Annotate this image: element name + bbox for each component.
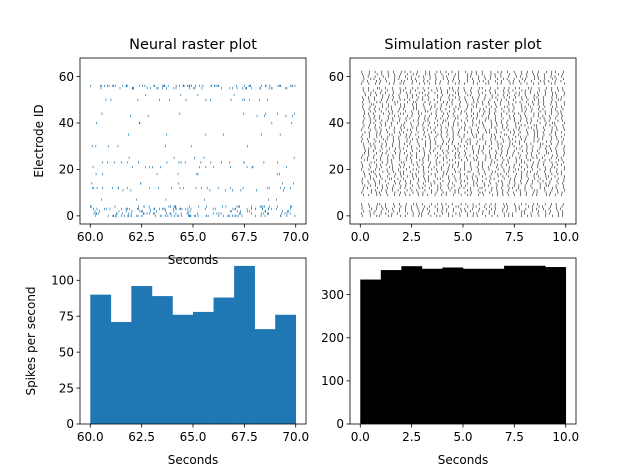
neural-raster-x-ticks: 60.0 62.5 65.0 67.5 70.0 [77,224,309,244]
neural-histogram-y-tick-label: 75 [59,309,74,323]
simulation-histogram-bar [360,279,382,424]
simulation-histogram-subplot: 0.0 2.5 5.0 7.5 10.0 0 100 200 300 Seconds [321,257,579,467]
neural-histogram-bar [110,321,132,424]
simulation-histogram-x-tick-label: 5.0 [453,430,472,444]
neural-histogram-x-tick-label: 60.0 [77,430,104,444]
simulation-histogram-y-tick-label: 100 [321,374,344,388]
neural-histogram-bar [193,311,214,424]
simulation-histogram-bar [524,265,546,424]
simulation-histogram-bars [360,265,567,424]
simulation-raster-x-ticks: 0.0 2.5 5.0 7.5 10.0 [351,224,579,244]
neural-raster-x-tick-label: 60.0 [77,230,104,244]
neural-raster-y-label: Electrode ID [32,104,46,177]
neural-histogram-y-tick-label: 25 [59,381,74,395]
neural-raster-x-tick-label: 62.5 [128,230,155,244]
simulation-raster-x-tick-label: 2.5 [402,230,421,244]
neural-histogram-y-ticks: 0 25 50 75 100 [51,273,80,431]
simulation-histogram-x-tick-label: 0.0 [351,430,370,444]
neural-histogram-y-tick-label: 50 [59,345,74,359]
simulation-histogram-x-tick-label: 10.0 [552,430,579,444]
neural-histogram-bar [90,294,112,424]
simulation-histogram-x-tick-label: 2.5 [402,430,421,444]
neural-histogram-y-tick-label: 100 [51,273,74,287]
neural-raster-x-tick-label: 70.0 [282,230,309,244]
simulation-raster-x-tick-label: 5.0 [453,230,472,244]
simulation-raster-y-tick-label: 40 [329,116,344,130]
neural-raster-x-tick-label: 65.0 [180,230,207,244]
simulation-histogram-y-tick-label: 300 [321,288,344,302]
neural-histogram-x-label: Seconds [168,453,218,467]
neural-raster-x-tick-label: 67.5 [231,230,258,244]
simulation-histogram-bar [401,266,423,424]
neural-raster-y-tick-label: 0 [66,209,74,223]
neural-histogram-x-ticks: 60.0 62.5 65.0 67.5 70.0 [77,424,309,444]
neural-histogram-bar [213,297,235,424]
simulation-histogram-bar [545,267,567,424]
neural-histogram-bar [131,286,153,424]
simulation-histogram-bar [442,267,464,424]
neural-raster-y-tick-label: 20 [59,163,74,177]
simulation-raster-x-tick-label: 10.0 [552,230,579,244]
neural-raster-title: Neural raster plot [129,37,257,53]
neural-raster-x-label: Seconds [168,253,218,267]
simulation-raster-subplot: Simulation raster plot 0.0 2.5 5.0 7.5 10.0 … [329,37,579,244]
neural-histogram-bar [172,314,194,424]
simulation-raster-frame [349,57,577,225]
simulation-histogram-x-tick-label: 7.5 [505,430,524,444]
neural-histogram-bar [151,296,173,424]
neural-histogram-bar [254,329,276,424]
neural-histogram-y-tick-label: 0 [66,417,74,431]
neural-raster-y-tick-label: 40 [59,116,74,130]
simulation-histogram-y-tick-label: 0 [336,417,344,431]
neural-raster-y-ticks: 0 20 40 60 [59,70,80,223]
simulation-histogram-y-tick-label: 200 [321,331,344,345]
simulation-raster-x-tick-label: 7.5 [505,230,524,244]
simulation-raster-y-ticks: 0 20 40 60 [329,70,350,223]
simulation-raster-spikes [360,70,566,218]
neural-raster-frame [79,57,307,225]
neural-histogram-x-tick-label: 65.0 [180,430,207,444]
simulation-raster-y-tick-label: 60 [329,70,344,84]
simulation-histogram-bar [504,265,525,424]
simulation-histogram-bar [483,268,505,424]
simulation-histogram-x-ticks: 0.0 2.5 5.0 7.5 10.0 [351,424,579,444]
neural-raster-spikes [90,84,296,218]
neural-histogram-x-tick-label: 62.5 [128,430,155,444]
simulation-histogram-bar [421,268,443,424]
neural-raster-subplot: Neural raster plot 60.0 62.5 65.0 67.5 70.0 … [32,37,309,267]
simulation-raster-x-tick-label: 0.0 [351,230,370,244]
neural-histogram-x-tick-label: 70.0 [282,430,309,444]
neural-histogram-bar [234,265,255,424]
simulation-raster-y-tick-label: 0 [336,209,344,223]
simulation-histogram-bar [380,270,402,424]
simulation-raster-y-tick-label: 20 [329,163,344,177]
neural-histogram-bars [90,265,297,424]
simulation-raster-title: Simulation raster plot [384,37,542,53]
neural-histogram-bar [275,314,297,424]
simulation-histogram-bar [463,268,484,424]
simulation-histogram-x-label: Seconds [438,453,488,467]
neural-histogram-x-tick-label: 67.5 [231,430,258,444]
neural-histogram-y-label: Spikes per second [24,286,38,395]
simulation-histogram-y-ticks: 0 100 200 300 [321,288,350,431]
neural-raster-y-tick-label: 60 [59,70,74,84]
